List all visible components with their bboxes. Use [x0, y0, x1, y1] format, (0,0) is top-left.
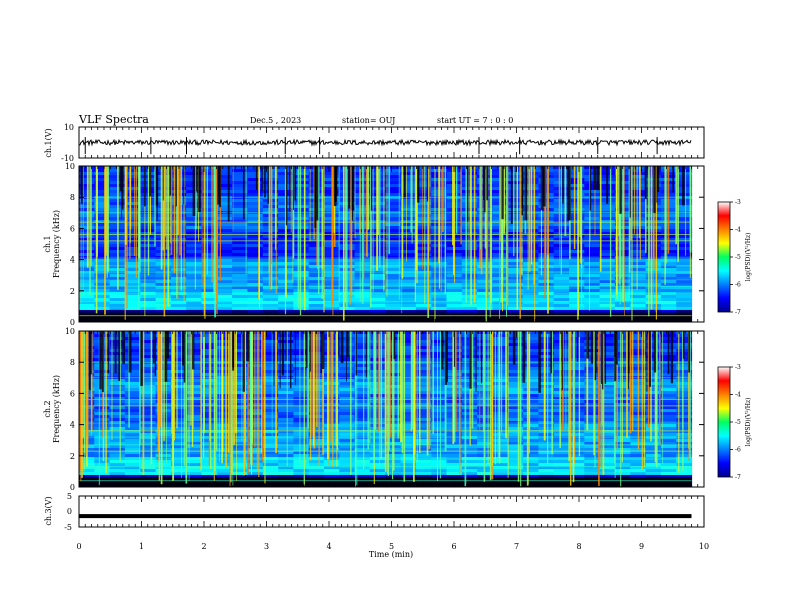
colorbar-tick--3: -3	[735, 364, 741, 371]
ch1-waveform-ylabel: ch.1(V)	[44, 128, 53, 157]
colorbar-tick--4: -4	[735, 227, 741, 234]
freq-tick-label-2: 2	[70, 452, 75, 461]
figure-title: VLF Spectra	[78, 113, 149, 126]
start-ut-label: start UT = 7 : 0 : 0	[437, 116, 513, 125]
ch1-colorbar-ticks: -3 -4 -5 -6 -7	[730, 199, 741, 316]
time-tick-label-0: 0	[76, 542, 81, 551]
time-tick-label-6: 6	[451, 542, 456, 551]
colorbar-tick--7: -7	[735, 309, 741, 316]
ch1-waveform-line	[78, 138, 692, 147]
ch2-colorbar-ticks: -3 -4 -5 -6 -7	[730, 364, 741, 481]
ch3-waveform-panel: 5 0 -5 ch.3(V)	[44, 492, 705, 532]
ch1-spectrogram-channel-label: ch.1	[43, 235, 52, 252]
colorbar-tick--3: -3	[735, 199, 741, 206]
ch1-spectrogram-image	[79, 166, 704, 323]
freq-tick-label-4: 4	[70, 256, 75, 265]
ch1-colorbar-label: log(PSD)(V²/Hz)	[745, 233, 752, 282]
freq-tick-label-6: 6	[70, 389, 75, 398]
freq-tick-label-2: 2	[70, 287, 75, 296]
ch1-colorbar	[717, 201, 731, 313]
ch2-colorbar-label: log(PSD)(V²/Hz)	[745, 398, 752, 447]
ch3-waveform-ylabel: ch.3(V)	[44, 496, 53, 525]
ch1-frequency-ylabel: Frequency (kHz)	[52, 210, 61, 278]
time-tick-label-2: 2	[201, 542, 206, 551]
time-axis-labels: 0 1 2 3 4 5 6 7 8 9 10	[76, 542, 709, 551]
date-label: Dec.5 , 2023	[250, 116, 301, 125]
ch1-freq-ticks: 0 2 4 6 8 10	[65, 162, 704, 327]
colorbar-tick--5: -5	[735, 419, 741, 426]
ch2-spectrogram-image	[79, 331, 704, 488]
spec-low-band	[79, 477, 692, 487]
ch1-ytick-top: 10	[64, 123, 74, 132]
ch3-ytick-middle: 0	[67, 507, 72, 516]
station-label: station= OUJ	[342, 116, 395, 125]
spec-low-band	[79, 312, 692, 322]
colorbar-tick--5: -5	[735, 254, 741, 261]
freq-tick-label-0: 0	[70, 483, 75, 492]
colorbar-tick--4: -4	[735, 392, 741, 399]
ch1-waveform-panel: 10 -10 ch.1(V)	[44, 123, 705, 163]
ch2-freq-ticks: 0 2 4 6 8 10	[65, 327, 704, 492]
ch2-colorbar	[717, 366, 731, 478]
ch2-spectrogram-channel-label: ch.2	[43, 400, 52, 417]
freq-tick-label-4: 4	[70, 421, 75, 430]
time-tick-label-4: 4	[326, 542, 331, 551]
time-tick-label-9: 9	[639, 542, 644, 551]
time-axis-ticks	[78, 127, 705, 527]
freq-tick-label-10: 10	[65, 327, 75, 336]
time-tick-label-3: 3	[264, 542, 269, 551]
ch3-waveform-line	[79, 514, 692, 519]
ch3-ytick-bottom: -5	[64, 523, 72, 532]
ch2-frequency-ylabel: Frequency (kHz)	[52, 375, 61, 443]
time-tick-label-5: 5	[389, 542, 394, 551]
time-tick-label-10: 10	[699, 542, 709, 551]
colorbar-tick--6: -6	[735, 447, 741, 454]
colorbar-tick--6: -6	[735, 282, 741, 289]
colorbar-tick--7: -7	[735, 474, 741, 481]
ch1-ytick-bottom: -10	[61, 154, 74, 163]
freq-tick-label-8: 8	[70, 193, 75, 202]
time-tick-label-8: 8	[576, 542, 581, 551]
time-tick-label-7: 7	[514, 542, 519, 551]
ch1-spikes	[84, 137, 658, 155]
ch3-ytick-top: 5	[67, 492, 72, 501]
freq-tick-label-0: 0	[70, 318, 75, 327]
freq-tick-label-10: 10	[65, 162, 75, 171]
freq-tick-label-8: 8	[70, 358, 75, 367]
freq-tick-label-6: 6	[70, 224, 75, 233]
time-tick-label-1: 1	[139, 542, 144, 551]
time-axis-title: Time (min)	[369, 550, 413, 559]
